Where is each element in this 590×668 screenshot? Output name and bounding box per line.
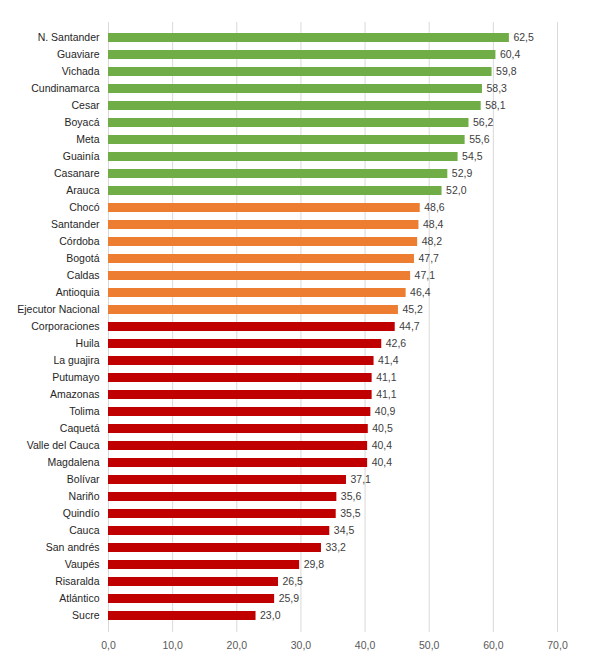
svg-text:40,0: 40,0 [355,639,376,651]
svg-text:Bolívar: Bolívar [67,473,100,485]
svg-text:50,0: 50,0 [419,639,440,651]
svg-text:48,4: 48,4 [423,218,444,230]
svg-text:Meta: Meta [76,133,100,145]
svg-text:Atlántico: Atlántico [59,592,99,604]
svg-text:41,1: 41,1 [376,371,397,383]
svg-text:42,6: 42,6 [386,337,407,349]
svg-text:Quindío: Quindío [63,507,100,519]
svg-text:Nariño: Nariño [69,490,100,502]
svg-text:Boyacá: Boyacá [64,116,99,128]
svg-text:Caldas: Caldas [67,269,100,281]
svg-text:46,4: 46,4 [410,286,431,298]
svg-text:Chocó: Chocó [69,201,100,213]
svg-text:52,9: 52,9 [452,167,473,179]
svg-text:44,7: 44,7 [399,320,420,332]
svg-text:San andrés: San andrés [46,541,100,553]
svg-text:35,5: 35,5 [340,507,361,519]
svg-text:Cesar: Cesar [71,99,100,111]
svg-text:Caquetá: Caquetá [60,422,100,434]
svg-text:Antioquia: Antioquia [56,286,100,298]
svg-text:Tolima: Tolima [69,405,100,417]
svg-text:48,6: 48,6 [424,201,445,213]
svg-text:47,1: 47,1 [415,269,436,281]
svg-text:59,8: 59,8 [496,65,517,77]
svg-text:47,7: 47,7 [418,252,439,264]
svg-text:23,0: 23,0 [260,609,281,621]
svg-text:Corporaciones: Corporaciones [31,320,99,332]
svg-text:Cundinamarca: Cundinamarca [31,82,99,94]
svg-text:55,6: 55,6 [469,133,490,145]
svg-text:La guajira: La guajira [53,354,99,366]
svg-text:10,0: 10,0 [162,639,183,651]
svg-text:60,0: 60,0 [483,639,504,651]
svg-text:Huila: Huila [76,337,100,349]
svg-text:40,5: 40,5 [372,422,393,434]
svg-text:35,6: 35,6 [341,490,362,502]
svg-text:Bogotá: Bogotá [66,252,99,264]
svg-text:Arauca: Arauca [66,184,99,196]
svg-text:Cauca: Cauca [69,524,100,536]
svg-text:62,5: 62,5 [513,31,534,43]
svg-text:Ejecutor Nacional: Ejecutor Nacional [17,303,99,315]
svg-text:Casanare: Casanare [54,167,100,179]
svg-text:40,4: 40,4 [372,456,393,468]
svg-text:56,2: 56,2 [473,116,494,128]
svg-text:41,1: 41,1 [376,388,397,400]
svg-text:20,0: 20,0 [227,639,248,651]
svg-text:40,4: 40,4 [372,439,393,451]
svg-text:Vaupés: Vaupés [65,558,100,570]
svg-text:Amazonas: Amazonas [50,388,100,400]
svg-text:54,5: 54,5 [462,150,483,162]
svg-text:30,0: 30,0 [291,639,312,651]
svg-text:Risaralda: Risaralda [55,575,100,587]
svg-text:N. Santander: N. Santander [38,31,100,43]
svg-text:Santander: Santander [51,218,100,230]
svg-text:60,4: 60,4 [500,48,521,60]
svg-text:58,1: 58,1 [485,99,506,111]
svg-text:0,0: 0,0 [101,639,116,651]
svg-text:29,8: 29,8 [304,558,325,570]
svg-text:Magdalena: Magdalena [48,456,100,468]
svg-text:26,5: 26,5 [282,575,303,587]
svg-text:70,0: 70,0 [547,639,568,651]
svg-text:Valle del Cauca: Valle del Cauca [27,439,100,451]
svg-text:41,4: 41,4 [378,354,399,366]
svg-text:52,0: 52,0 [446,184,467,196]
svg-text:Córdoba: Córdoba [59,235,99,247]
svg-text:40,9: 40,9 [375,405,396,417]
svg-text:45,2: 45,2 [402,303,423,315]
svg-text:25,9: 25,9 [279,592,300,604]
svg-text:33,2: 33,2 [325,541,346,553]
svg-text:Guainía: Guainía [63,150,100,162]
svg-text:Vichada: Vichada [62,65,100,77]
svg-text:48,2: 48,2 [422,235,443,247]
svg-text:34,5: 34,5 [334,524,355,536]
svg-text:37,1: 37,1 [350,473,371,485]
svg-text:Guaviare: Guaviare [57,48,100,60]
svg-text:Putumayo: Putumayo [52,371,99,383]
svg-text:58,3: 58,3 [486,82,507,94]
svg-text:Sucre: Sucre [72,609,100,621]
